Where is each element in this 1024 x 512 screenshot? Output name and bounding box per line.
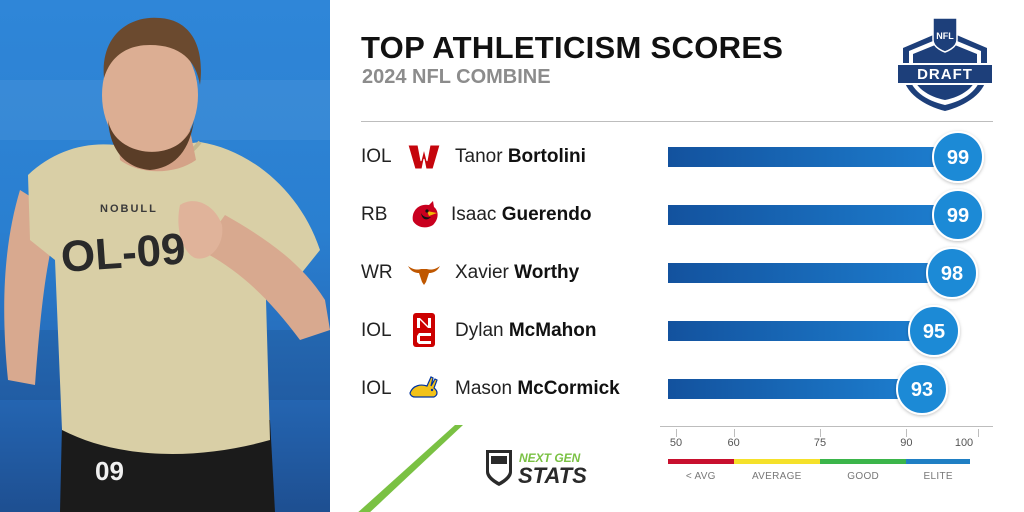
legend-segment: [668, 459, 734, 464]
player-name: Isaac Guerendo: [451, 204, 592, 225]
shorts-number: 09: [95, 456, 124, 486]
legend-tick-line: [676, 429, 677, 437]
chart-title: TOP ATHLETICISM SCORES: [361, 30, 784, 65]
score-badge: [908, 305, 960, 357]
player-name: Tanor Bortolini: [455, 146, 586, 167]
player-name: Dylan McMahon: [455, 320, 597, 341]
legend-tick-label: 100: [954, 437, 974, 449]
player-row: RB Isaac Guerendo: [0, 189, 1024, 241]
score-label: 99: [947, 147, 969, 169]
legend-tick-label: 90: [900, 437, 913, 449]
legend-tick-line: [978, 429, 979, 437]
player-row: WR Xavier Worthy: [0, 247, 1024, 299]
axis-divider: [660, 426, 993, 427]
svg-text:NEXT GEN: NEXT GEN: [519, 451, 581, 465]
legend-segment-label: < AVG: [685, 471, 716, 482]
position-label: RB: [361, 204, 388, 225]
wisconsin-w-logo: [407, 144, 441, 170]
score-badge: [926, 247, 978, 299]
score-badge: [932, 131, 984, 183]
legend-tick-line: [906, 429, 908, 437]
legend-tick-label: 50: [669, 437, 683, 449]
nc-state-logo: [413, 313, 435, 347]
score-label: 98: [941, 263, 963, 285]
svg-text:DRAFT: DRAFT: [917, 66, 973, 83]
next-gen-stats-logo: NEXT GEN STATS: [486, 450, 587, 488]
player-photo: OL-09 NOBULL 09: [0, 0, 330, 512]
legend-segment: [906, 459, 970, 464]
legend-tick-line: [733, 429, 735, 437]
svg-text:NFL: NFL: [936, 31, 954, 41]
player-name: Xavier Worthy: [455, 262, 580, 283]
player-row: IOL Mason McCormick: [0, 363, 1024, 415]
player-name: Mason McCormick: [455, 378, 620, 399]
legend-segment-label: GOOD: [847, 471, 880, 482]
position-label: IOL: [361, 146, 392, 167]
header-divider: [361, 121, 993, 122]
position-label: WR: [361, 262, 393, 283]
louisville-cardinal-logo: [412, 201, 438, 228]
jersey-number: OL-09: [59, 224, 187, 282]
legend-tick-label: 60: [727, 437, 740, 449]
nfl-draft-logo: DRAFT NFL: [896, 18, 994, 111]
score-bar: [668, 205, 958, 225]
score-badge: [932, 189, 984, 241]
legend-segment-label: ELITE: [923, 471, 953, 482]
texas-longhorn-logo: [408, 266, 440, 285]
score-bar: [668, 147, 958, 167]
player-row: IOL Dylan McMahon: [0, 305, 1024, 357]
position-label: IOL: [361, 320, 392, 341]
chart-subtitle: 2024 NFL COMBINE: [362, 66, 551, 88]
legend-segment: [820, 459, 907, 464]
svg-text:STATS: STATS: [518, 463, 587, 488]
athlete-illustration: OL-09 NOBULL 09: [4, 17, 330, 512]
score-label: 95: [923, 321, 945, 343]
score-label: 93: [911, 379, 933, 401]
score-badge: [896, 363, 948, 415]
score-label: 99: [947, 205, 969, 227]
legend-segment: [733, 459, 820, 464]
legend-segment-label: AVERAGE: [751, 471, 802, 482]
jersey-brand: NOBULL: [100, 203, 158, 215]
south-dakota-state-jackrabbit-logo: [409, 376, 438, 398]
score-bar: [668, 379, 922, 399]
legend-tick-label: 75: [813, 437, 827, 449]
score-bar: [668, 263, 952, 283]
legend-tick-line: [820, 429, 821, 437]
player-row: IOL Tanor Bortolini: [0, 131, 1024, 183]
green-accent-stripe: [358, 425, 463, 512]
position-label: IOL: [361, 378, 392, 399]
score-bar: [668, 321, 934, 341]
